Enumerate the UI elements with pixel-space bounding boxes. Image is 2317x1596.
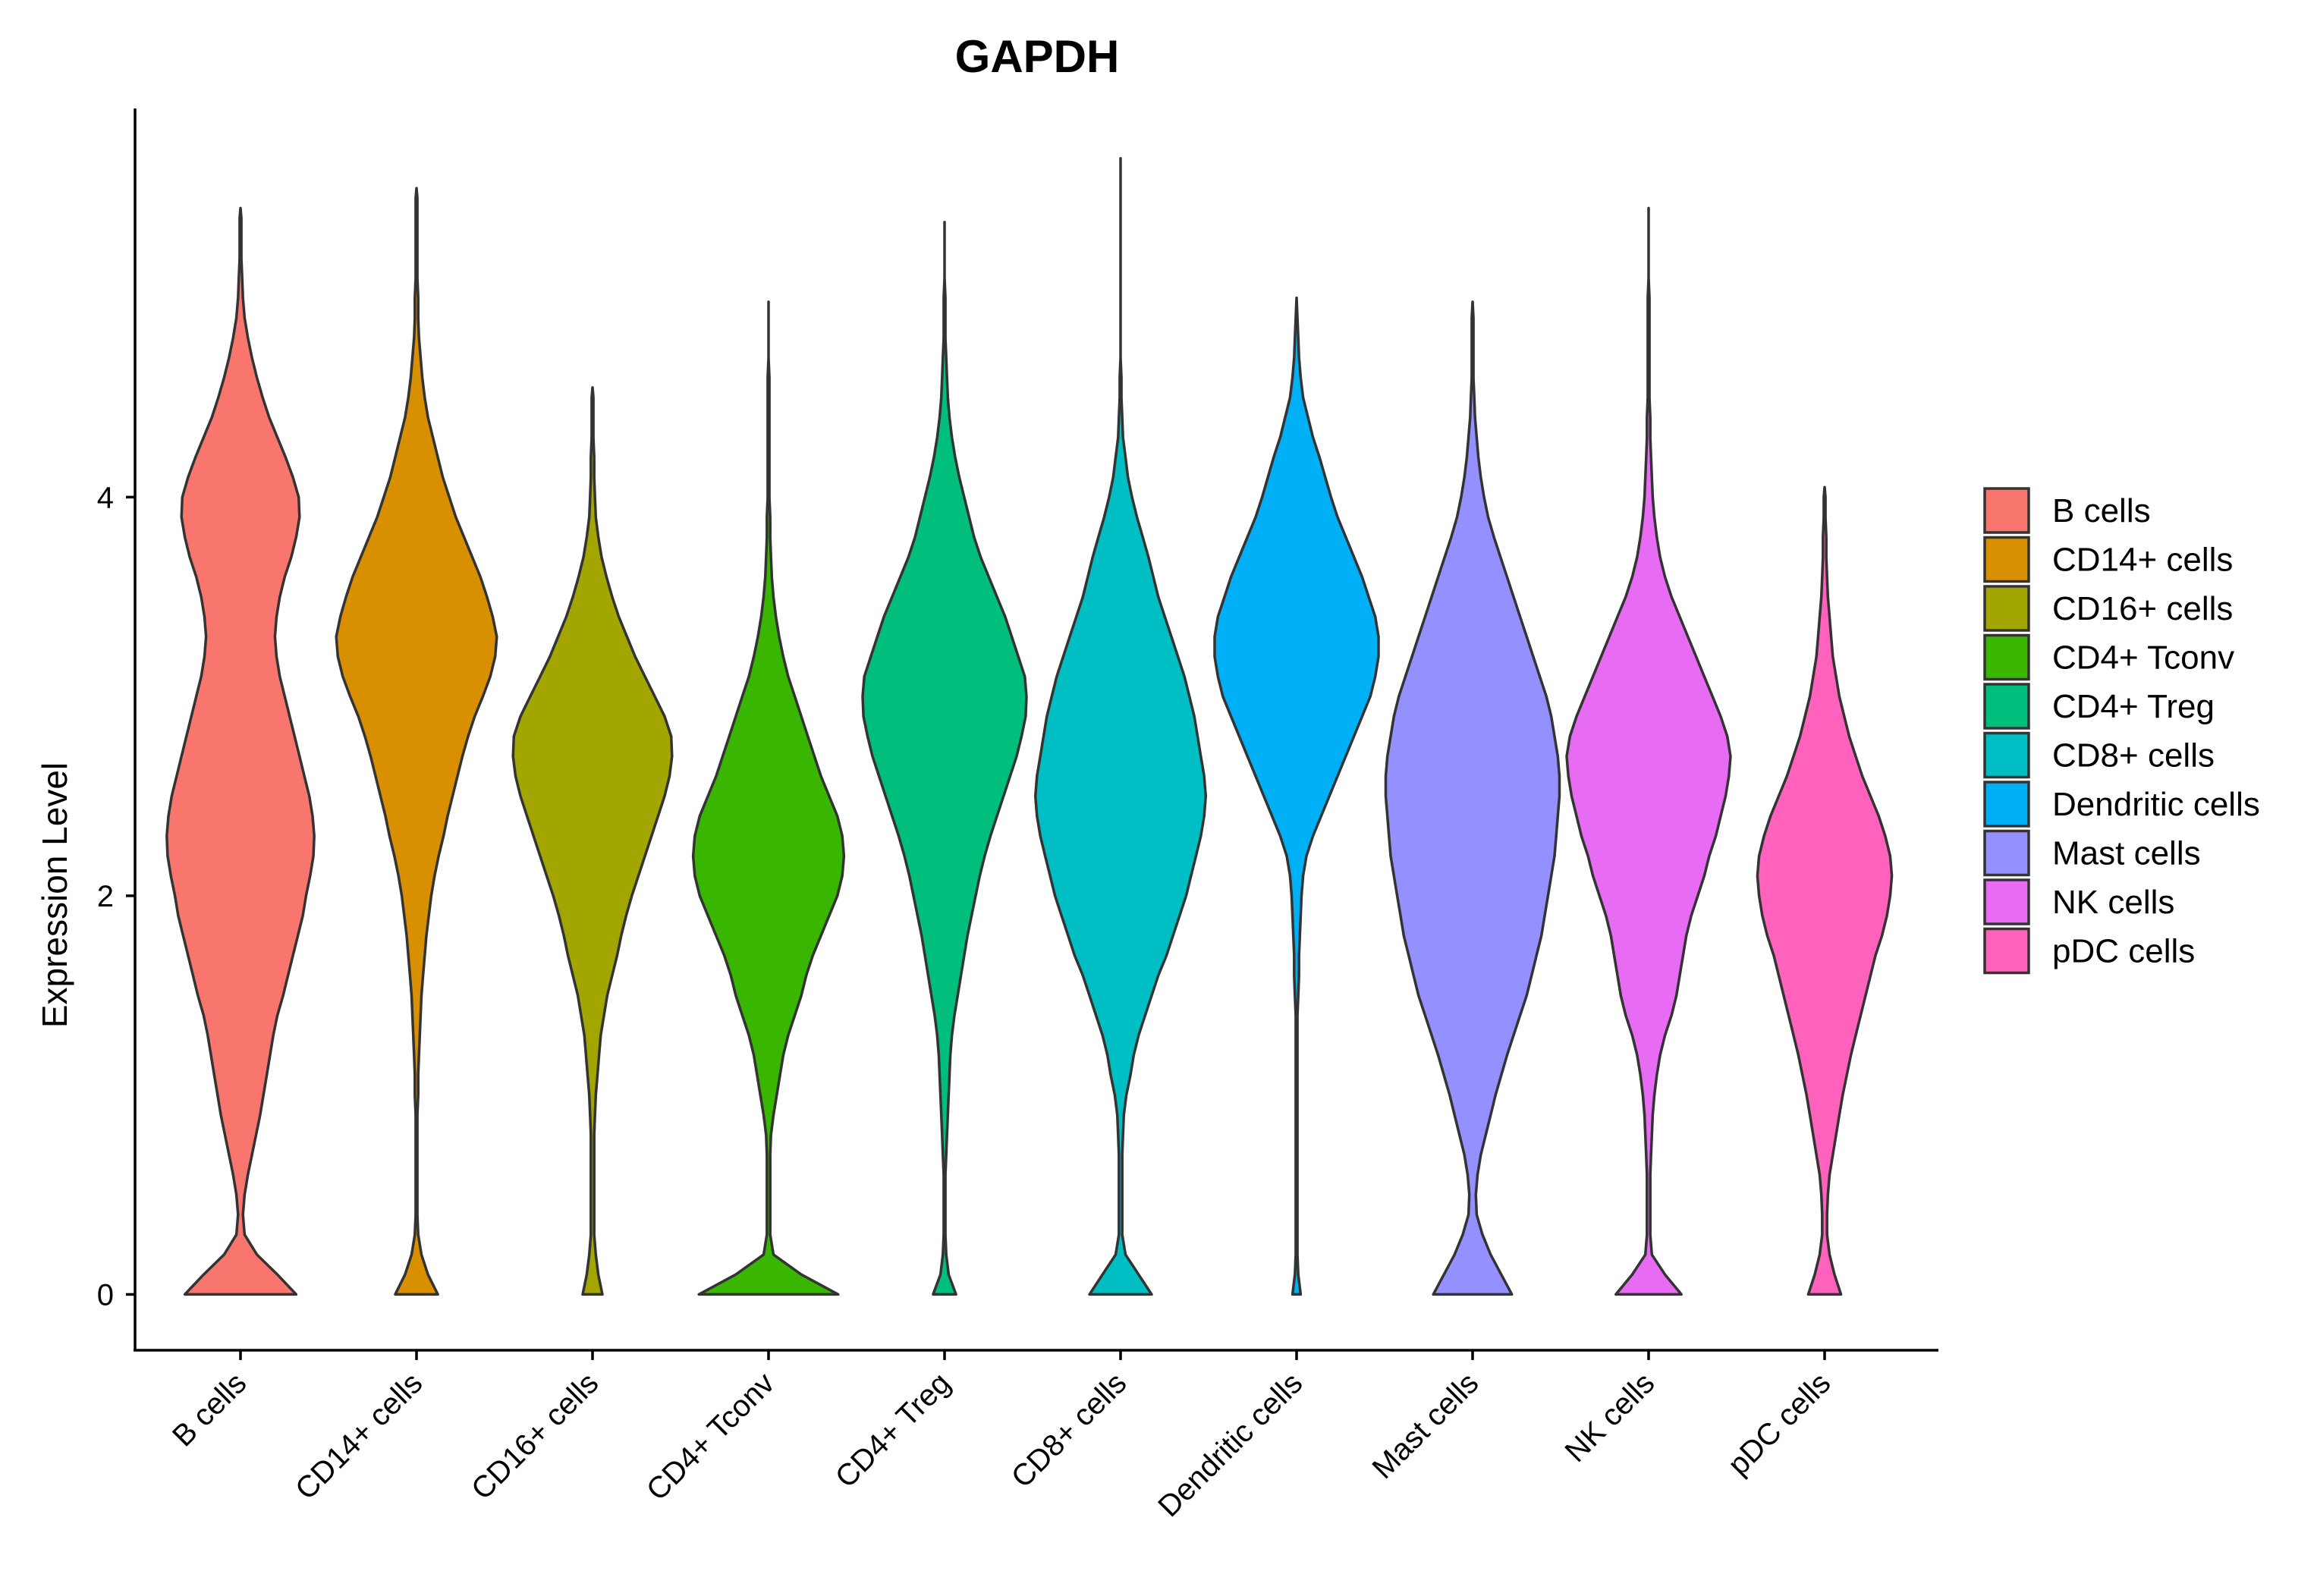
violin-cd4-treg [861, 221, 1028, 1296]
y-tick-label: 2 [97, 880, 114, 913]
legend-label: pDC cells [2052, 933, 2195, 970]
violin-group [165, 156, 1894, 1296]
legend-key [1983, 731, 2030, 779]
legend: B cells CD14+ cells CD16+ cells CD4+ Tconv C… [1983, 487, 2260, 975]
legend-key [1983, 927, 2030, 975]
legend-label: B cells [2052, 492, 2151, 529]
legend-label: CD4+ Tconv [2052, 639, 2234, 677]
legend-key [1983, 829, 2030, 877]
y-tick-label: 4 [97, 481, 114, 514]
legend-key [1983, 781, 2030, 828]
violin-pdc-cells [1756, 485, 1894, 1296]
violin-mast-cells [1384, 300, 1561, 1296]
y-ticks: 0 2 4 [97, 481, 135, 1312]
violin-b-cells [165, 206, 316, 1296]
legend-label: Dendritic cells [2052, 786, 2260, 823]
legend-label: CD4+ Treg [2052, 688, 2215, 725]
violin-cd4-tconv [691, 300, 846, 1296]
legend-key [1983, 683, 2030, 730]
legend-key [1983, 633, 2030, 681]
violin-dendritic-cells [1213, 296, 1380, 1296]
axes [134, 108, 1938, 1352]
legend-label: CD14+ cells [2052, 542, 2233, 579]
legend-key [1983, 585, 2030, 632]
legend-label: CD16+ cells [2052, 590, 2233, 627]
legend-label: CD8+ cells [2052, 737, 2215, 774]
legend-key [1983, 536, 2030, 583]
chart-title: GAPDH [955, 31, 1120, 82]
legend-key [1983, 487, 2030, 534]
y-axis-label: Expression Level [35, 762, 74, 1028]
violin-cd16-cells [511, 386, 674, 1296]
legend-key [1983, 878, 2030, 925]
legend-label: NK cells [2052, 884, 2174, 921]
violin-cd14-cells [335, 187, 498, 1296]
violin-cd8-cells [1033, 156, 1208, 1296]
legend-label: Mast cells [2052, 835, 2201, 872]
y-tick-label: 0 [97, 1278, 114, 1312]
violin-nk-cells [1565, 206, 1732, 1296]
